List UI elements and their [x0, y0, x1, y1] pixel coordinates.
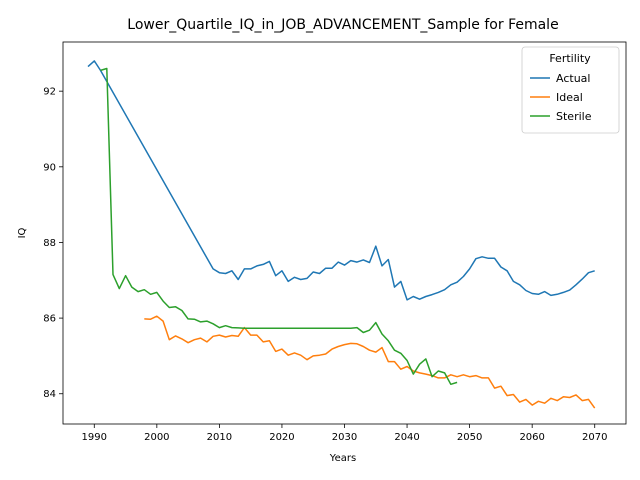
x-axis: 1990 2000 2010 2020 2030 2040 2050 2060 2070 — [82, 424, 607, 443]
x-tick-label: 2020 — [269, 432, 294, 443]
legend-title: Fertility — [549, 52, 591, 65]
x-tick-label: 2000 — [144, 432, 169, 443]
x-tick-label: 2050 — [457, 432, 482, 443]
x-tick-label: 2040 — [394, 432, 419, 443]
legend: Fertility Actual Ideal Sterile — [521, 46, 620, 134]
x-tick-label: 2060 — [519, 432, 544, 443]
legend-label-ideal: Ideal — [556, 91, 583, 104]
chart-title: Lower_Quartile_IQ_in_JOB_ADVANCEMENT_Sam… — [127, 17, 558, 33]
series-line-actual — [87, 60, 595, 301]
y-tick-label: 92 — [43, 87, 56, 98]
legend-label-actual: Actual — [556, 72, 590, 85]
legend-box — [521, 46, 620, 134]
y-tick-label: 88 — [43, 238, 56, 249]
x-tick-label: 2010 — [207, 432, 232, 443]
series-line-sterile — [100, 67, 458, 386]
y-tick-label: 86 — [43, 314, 56, 325]
y-axis: 84 86 88 90 92 — [43, 87, 63, 400]
x-axis-label: Years — [329, 453, 356, 464]
x-tick-label: 1990 — [82, 432, 107, 443]
legend-label-sterile: Sterile — [556, 110, 592, 123]
x-tick-label: 2070 — [582, 432, 607, 443]
y-tick-label: 90 — [43, 162, 56, 173]
series-lines — [87, 60, 596, 409]
y-tick-label: 84 — [43, 389, 56, 400]
series-line-ideal — [144, 315, 596, 409]
y-axis-label: IQ — [17, 227, 28, 238]
x-tick-label: 2030 — [332, 432, 357, 443]
